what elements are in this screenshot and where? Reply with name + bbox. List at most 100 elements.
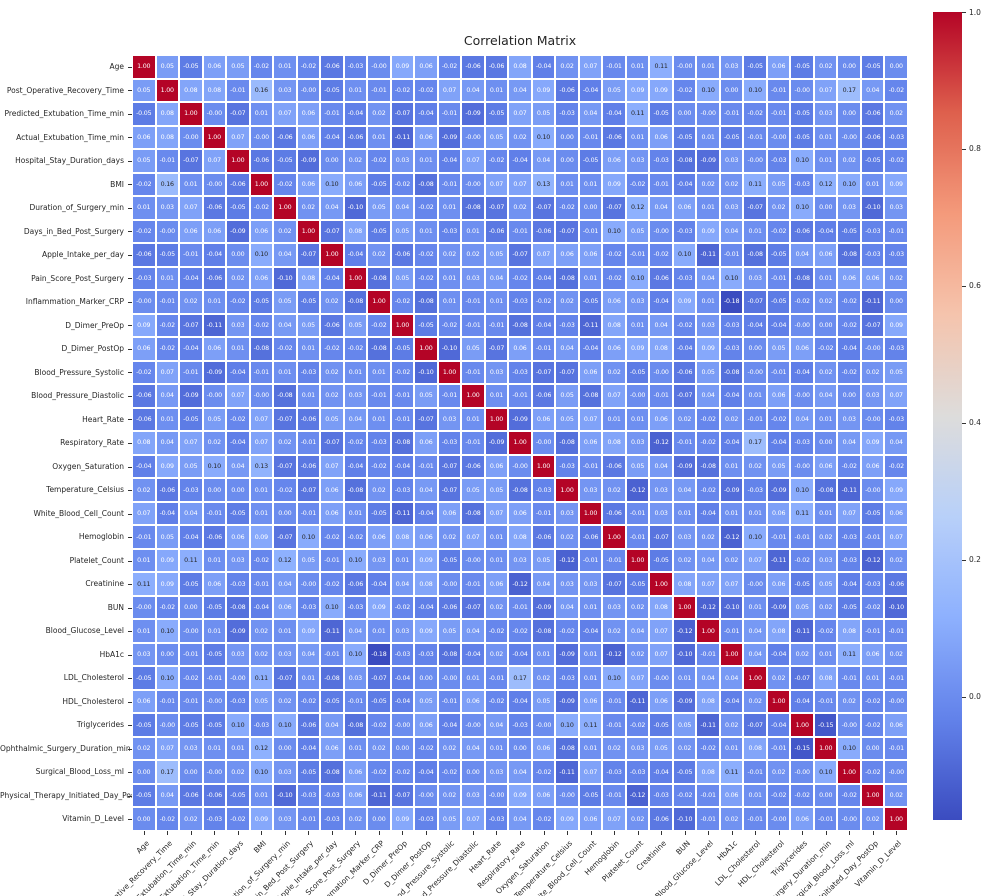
heatmap-cell: 0.09 bbox=[696, 219, 720, 244]
heatmap-cell: -0.01 bbox=[719, 243, 744, 267]
heatmap-cell: 0.09 bbox=[884, 313, 908, 338]
heatmap-cell: -0.07 bbox=[437, 454, 462, 479]
heatmap-cell: 0.04 bbox=[461, 619, 485, 643]
heatmap-cell: 0.06 bbox=[343, 760, 368, 784]
heatmap-cell: -0.03 bbox=[555, 454, 579, 479]
heatmap-cell: -0.04 bbox=[578, 337, 603, 361]
heatmap-cell: -0.00 bbox=[860, 407, 885, 432]
heatmap-cell: -0.07 bbox=[179, 313, 203, 338]
heatmap-cell: -0.07 bbox=[508, 243, 532, 267]
heatmap-cell: -0.03 bbox=[555, 102, 579, 126]
heatmap-cell: 0.03 bbox=[273, 807, 297, 831]
heatmap-cell: -0.02 bbox=[531, 807, 556, 831]
heatmap-cell: -0.03 bbox=[249, 713, 274, 737]
heatmap-cell: 0.04 bbox=[696, 384, 720, 408]
y-axis-label: Hemoglobin bbox=[78, 532, 124, 542]
heatmap-cell: -0.01 bbox=[743, 407, 767, 432]
heatmap-cell: 0.04 bbox=[226, 454, 250, 479]
heatmap-cell: -0.03 bbox=[884, 407, 908, 432]
heatmap-cell: -0.02 bbox=[414, 736, 438, 761]
heatmap-cell: 0.05 bbox=[390, 219, 415, 244]
y-tick-mark bbox=[128, 137, 132, 139]
y-tick-mark bbox=[128, 348, 132, 350]
heatmap-cell: 1.00 bbox=[696, 619, 720, 643]
heatmap-cell: -0.05 bbox=[743, 55, 767, 79]
heatmap-cell: -0.06 bbox=[649, 807, 673, 831]
y-axis-label: Creatinine bbox=[85, 579, 124, 589]
heatmap-cell: -0.02 bbox=[743, 102, 767, 126]
heatmap-cell: 0.02 bbox=[555, 55, 579, 79]
heatmap-cell: 0.01 bbox=[860, 172, 885, 197]
heatmap-cell: -0.00 bbox=[531, 713, 556, 737]
heatmap-cell: -0.10 bbox=[884, 595, 908, 620]
heatmap-cell: -0.12 bbox=[860, 548, 885, 573]
heatmap-cell: 0.04 bbox=[625, 619, 650, 643]
heatmap-cell: -0.09 bbox=[672, 454, 697, 479]
colorbar-tick-mark bbox=[962, 148, 966, 150]
heatmap-cell: 0.03 bbox=[625, 431, 650, 455]
heatmap-cell: 0.00 bbox=[813, 313, 838, 338]
heatmap-cell: 0.02 bbox=[719, 172, 744, 197]
heatmap-cell: 0.01 bbox=[343, 501, 368, 526]
heatmap-cell: -0.09 bbox=[766, 478, 791, 502]
heatmap-cell: 0.06 bbox=[578, 360, 603, 385]
heatmap-cell: -0.04 bbox=[367, 572, 391, 596]
heatmap-cell: 0.02 bbox=[860, 807, 885, 831]
heatmap-cell: -0.01 bbox=[461, 313, 485, 338]
heatmap-cell: -0.01 bbox=[696, 642, 720, 667]
heatmap-cell: -0.04 bbox=[155, 501, 180, 526]
heatmap-cell: 0.02 bbox=[249, 642, 274, 667]
heatmap-cell: -0.04 bbox=[249, 595, 274, 620]
x-tick-mark bbox=[378, 831, 380, 835]
heatmap-cell: -0.00 bbox=[461, 548, 485, 573]
heatmap-cell: -0.04 bbox=[790, 689, 814, 714]
heatmap-cell: 0.10 bbox=[226, 713, 250, 737]
heatmap-cell: 0.05 bbox=[249, 689, 274, 714]
heatmap-cell: 0.06 bbox=[484, 454, 509, 479]
heatmap-cell: 0.03 bbox=[696, 313, 720, 338]
x-tick-mark bbox=[496, 831, 498, 835]
heatmap-cell: -0.01 bbox=[249, 360, 274, 385]
heatmap-cell: -0.03 bbox=[508, 713, 532, 737]
heatmap-cell: 0.01 bbox=[273, 55, 297, 79]
heatmap-cell: 0.03 bbox=[390, 149, 415, 173]
y-axis-label: Actual_Extubation_Time_min bbox=[16, 132, 124, 142]
heatmap-cell: -0.03 bbox=[390, 478, 415, 502]
heatmap-cell: -0.00 bbox=[132, 595, 156, 620]
heatmap-cell: 0.11 bbox=[790, 501, 814, 526]
heatmap-cell: 1.00 bbox=[766, 689, 791, 714]
heatmap-cell: -0.01 bbox=[578, 125, 603, 150]
heatmap-cell: 0.10 bbox=[790, 478, 814, 502]
heatmap-cell: -0.05 bbox=[367, 689, 391, 714]
colorbar-tick-label: 0.0 bbox=[969, 692, 981, 702]
heatmap-cell: 0.01 bbox=[719, 454, 744, 479]
heatmap-cell: 0.02 bbox=[367, 478, 391, 502]
heatmap-cell: 0.01 bbox=[296, 666, 321, 690]
heatmap-cell: 0.06 bbox=[296, 125, 321, 150]
heatmap-cell: -0.04 bbox=[461, 642, 485, 667]
heatmap-cell: -0.03 bbox=[531, 478, 556, 502]
heatmap-cell: -0.01 bbox=[437, 172, 462, 197]
heatmap-cell: -0.06 bbox=[155, 478, 180, 502]
heatmap-cell: 0.02 bbox=[790, 642, 814, 667]
heatmap-cell: 0.05 bbox=[414, 384, 438, 408]
heatmap-cell: 0.01 bbox=[625, 125, 650, 150]
heatmap-cell: 1.00 bbox=[555, 478, 579, 502]
heatmap-cell: 0.03 bbox=[226, 642, 250, 667]
heatmap-cell: 0.06 bbox=[860, 266, 885, 291]
y-tick-mark bbox=[128, 819, 132, 821]
heatmap-cell: -0.00 bbox=[202, 760, 227, 784]
heatmap-cell: -0.06 bbox=[202, 783, 227, 808]
heatmap-cell: 0.04 bbox=[743, 619, 767, 643]
heatmap-cell: 0.06 bbox=[343, 172, 368, 197]
heatmap-cell: -0.00 bbox=[414, 783, 438, 808]
heatmap-cell: 0.08 bbox=[837, 619, 861, 643]
heatmap-cell: -0.02 bbox=[813, 337, 838, 361]
heatmap-cell: 0.01 bbox=[743, 783, 767, 808]
heatmap-cell: -0.04 bbox=[320, 125, 344, 150]
heatmap-cell: -0.04 bbox=[766, 713, 791, 737]
heatmap-cell: -0.01 bbox=[320, 548, 344, 573]
heatmap-cell: 0.02 bbox=[625, 642, 650, 667]
heatmap-cell: 0.02 bbox=[719, 548, 744, 573]
heatmap-cell: -0.07 bbox=[555, 360, 579, 385]
